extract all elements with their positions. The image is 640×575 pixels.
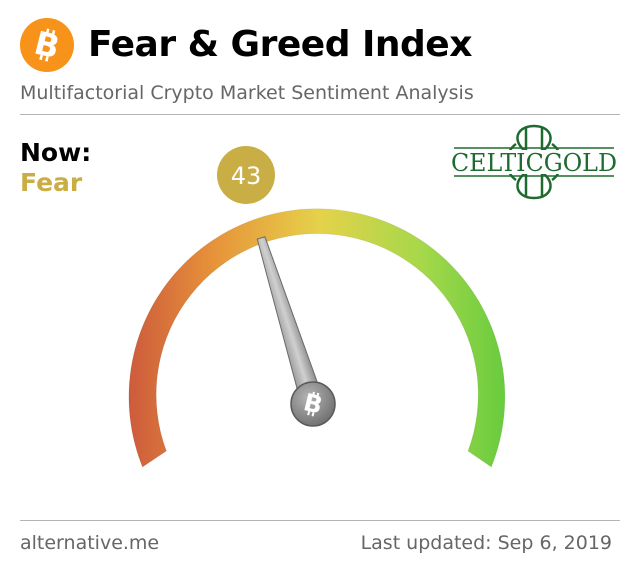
divider xyxy=(20,520,620,521)
page-subtitle: Multifactorial Crypto Market Sentiment A… xyxy=(20,82,474,104)
gauge-arc xyxy=(128,208,506,468)
celticgold-logo: CELTICGOLD xyxy=(450,124,618,200)
page-title: Fear & Greed Index xyxy=(88,24,472,65)
divider xyxy=(20,114,620,115)
value-badge: 43 xyxy=(217,146,275,204)
bitcoin-icon: B xyxy=(20,18,74,72)
sentiment-classification: Fear xyxy=(20,168,83,197)
partner-logo-text: CELTICGOLD xyxy=(451,149,617,177)
now-label: Now: xyxy=(20,138,92,167)
source-link[interactable]: alternative.me xyxy=(20,532,160,554)
index-value: 43 xyxy=(231,162,262,190)
gauge-needle xyxy=(256,236,322,399)
last-updated: Last updated: Sep 6, 2019 xyxy=(360,532,612,554)
gauge-hub: B xyxy=(290,381,336,427)
